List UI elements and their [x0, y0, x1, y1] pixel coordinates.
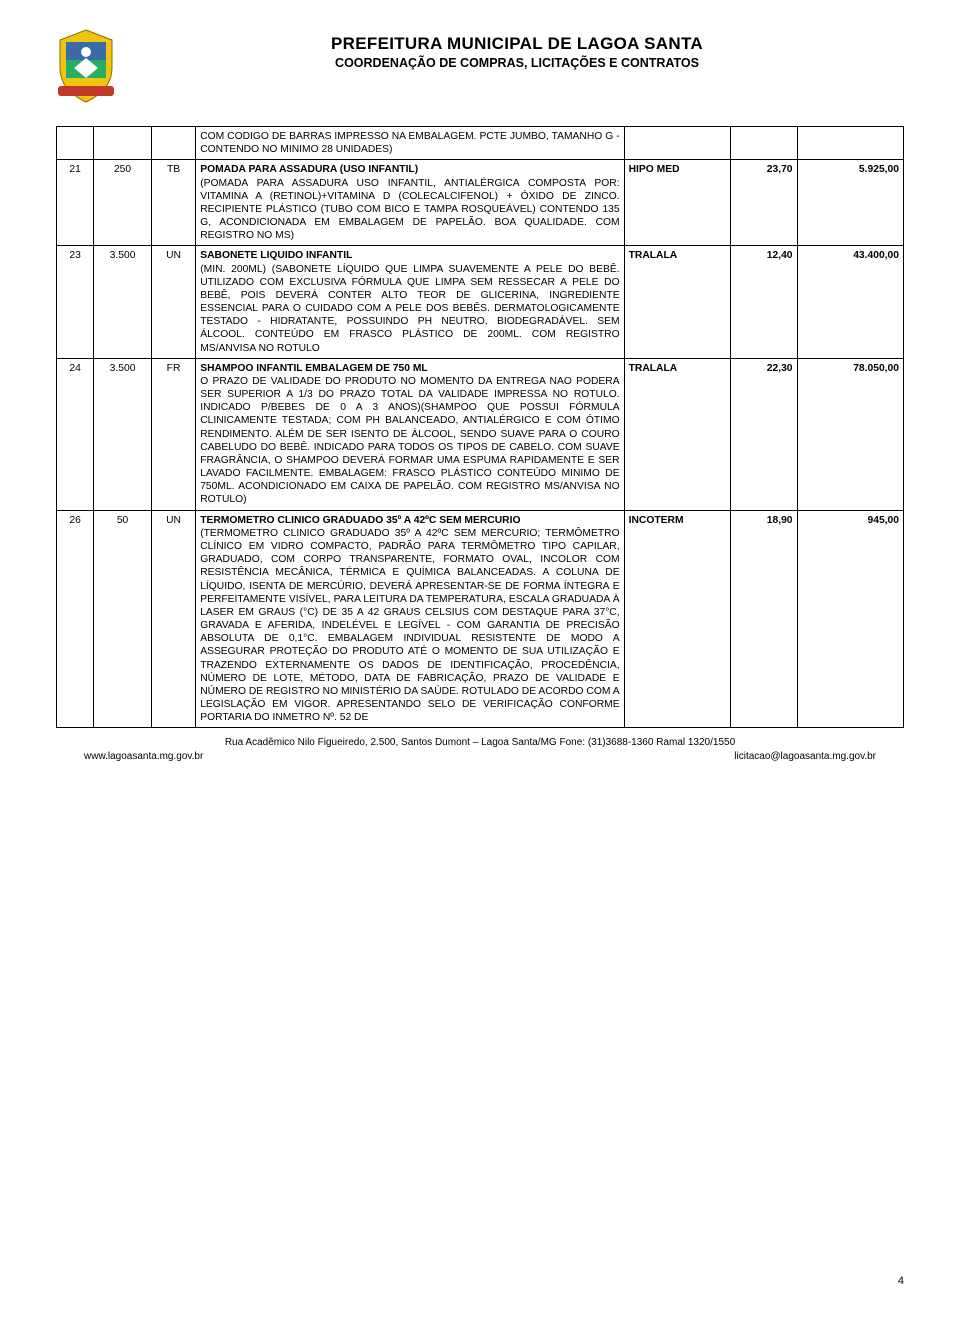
footer-url-right: licitacao@lagoasanta.mg.gov.br	[734, 750, 876, 764]
brand-text: TRALALA	[629, 250, 678, 261]
document-header: PREFEITURA MUNICIPAL DE LAGOA SANTA COOR…	[56, 28, 904, 106]
table-cell-total: 78.050,00	[797, 358, 903, 510]
header-title: PREFEITURA MUNICIPAL DE LAGOA SANTA	[130, 34, 904, 54]
table-cell-description: TERMOMETRO CLINICO GRADUADO 35º A 42ºC S…	[196, 510, 624, 728]
total-text: 5.925,00	[859, 164, 899, 175]
header-subtitle: COORDENAÇÃO DE COMPRAS, LICITAÇÕES E CON…	[130, 56, 904, 70]
brand-text: TRALALA	[629, 363, 678, 374]
table-cell-price: 22,30	[731, 358, 798, 510]
table-cell-empty	[797, 127, 903, 160]
table-cell-qty: 250	[94, 160, 152, 246]
description-title: TERMOMETRO CLINICO GRADUADO 35º A 42ºC S…	[200, 515, 520, 526]
price-text: 18,90	[767, 515, 793, 526]
price-text: 23,70	[767, 164, 793, 175]
price-text: 22,30	[767, 363, 793, 374]
table-cell-empty	[151, 127, 195, 160]
table-row: 21250TBPOMADA PARA ASSADURA (USO INFANTI…	[57, 160, 904, 246]
table-cell-unit: UN	[151, 510, 195, 728]
table-cell-empty	[731, 127, 798, 160]
total-text: 78.050,00	[853, 363, 899, 374]
table-row: 2650UN TERMOMETRO CLINICO GRADUADO 35º A …	[57, 510, 904, 728]
table-cell-unit: UN	[151, 246, 195, 358]
description-title: POMADA PARA ASSADURA (USO INFANTIL)	[200, 164, 418, 175]
table-cell-unit: FR	[151, 358, 195, 510]
table-cell-description: POMADA PARA ASSADURA (USO INFANTIL)(POMA…	[196, 160, 624, 246]
price-text: 12,40	[767, 250, 793, 261]
table-cell-total: 945,00	[797, 510, 903, 728]
table-cell-item: 23	[57, 246, 94, 358]
description-title: SABONETE LIQUIDO INFANTIL	[200, 250, 352, 261]
footer-address: Rua Acadêmico Nilo Figueiredo, 2.500, Sa…	[56, 736, 904, 750]
table-cell-qty: 3.500	[94, 358, 152, 510]
table-cell-empty	[624, 127, 730, 160]
table-cell-item: 21	[57, 160, 94, 246]
page-footer: Rua Acadêmico Nilo Figueiredo, 2.500, Sa…	[56, 736, 904, 763]
table-row: COM CODIGO DE BARRAS IMPRESSO NA EMBALAG…	[57, 127, 904, 160]
table-row: 243.500FRSHAMPOO INFANTIL EMBALAGEM DE 7…	[57, 358, 904, 510]
table-cell-brand: HIPO MED	[624, 160, 730, 246]
table-row: 233.500UNSABONETE LIQUIDO INFANTIL(MIN. …	[57, 246, 904, 358]
brand-text: INCOTERM	[629, 515, 684, 526]
table-cell-qty: 50	[94, 510, 152, 728]
description-title: SHAMPOO INFANTIL EMBALAGEM DE 750 ML	[200, 363, 428, 374]
table-cell-description: SABONETE LIQUIDO INFANTIL(MIN. 200ML) (S…	[196, 246, 624, 358]
table-cell-qty: 3.500	[94, 246, 152, 358]
table-cell-empty	[57, 127, 94, 160]
table-cell-unit: TB	[151, 160, 195, 246]
table-cell-total: 43.400,00	[797, 246, 903, 358]
total-text: 43.400,00	[853, 250, 899, 261]
brand-text: HIPO MED	[629, 164, 680, 175]
table-cell-empty	[94, 127, 152, 160]
municipal-crest-icon	[56, 28, 116, 106]
table-cell-price: 12,40	[731, 246, 798, 358]
table-cell-brand: INCOTERM	[624, 510, 730, 728]
table-cell-brand: TRALALA	[624, 246, 730, 358]
items-table: COM CODIGO DE BARRAS IMPRESSO NA EMBALAG…	[56, 126, 904, 728]
table-cell-item: 26	[57, 510, 94, 728]
footer-url-left: www.lagoasanta.mg.gov.br	[84, 750, 203, 764]
table-cell-total: 5.925,00	[797, 160, 903, 246]
table-cell-description: COM CODIGO DE BARRAS IMPRESSO NA EMBALAG…	[196, 127, 624, 160]
table-cell-description: SHAMPOO INFANTIL EMBALAGEM DE 750 MLO PR…	[196, 358, 624, 510]
page-number: 4	[898, 1275, 904, 1287]
table-cell-price: 18,90	[731, 510, 798, 728]
table-cell-item: 24	[57, 358, 94, 510]
document-page: PREFEITURA MUNICIPAL DE LAGOA SANTA COOR…	[0, 0, 960, 1331]
table-cell-price: 23,70	[731, 160, 798, 246]
table-cell-brand: TRALALA	[624, 358, 730, 510]
header-text-block: PREFEITURA MUNICIPAL DE LAGOA SANTA COOR…	[130, 28, 904, 70]
total-text: 945,00	[868, 515, 900, 526]
